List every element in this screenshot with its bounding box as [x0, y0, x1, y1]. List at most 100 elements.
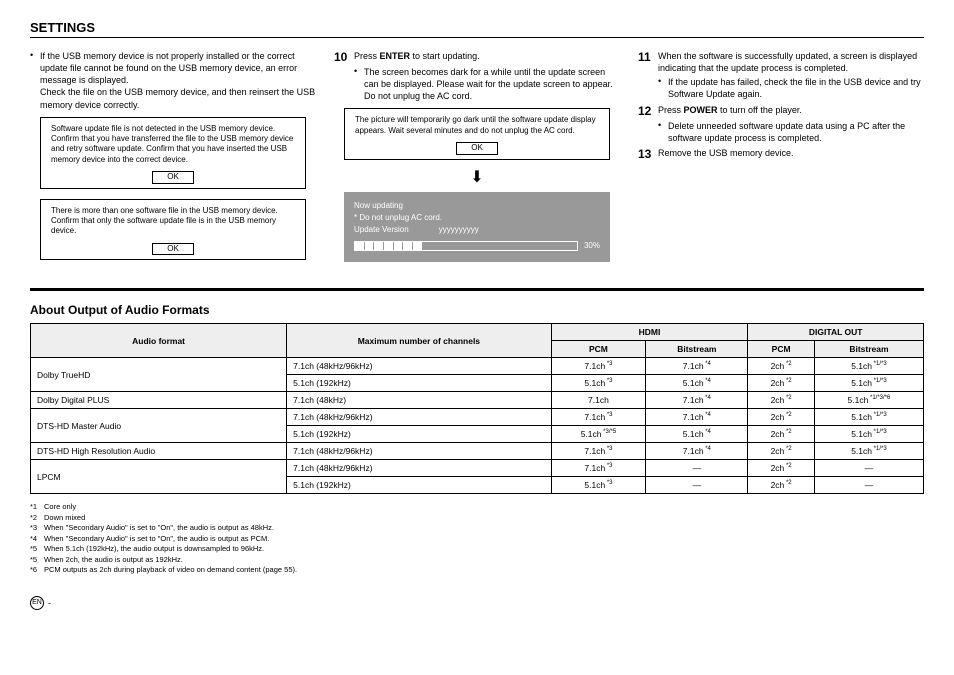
footnote: *4When "Secondary Audio" is set to "On",…	[30, 534, 924, 545]
th-pcm: PCM	[748, 341, 815, 358]
arrow-down-icon: ⬇	[334, 170, 620, 186]
table-row: LPCM7.1ch (48kHz/96kHz)7.1ch *3—2ch *2—	[31, 460, 924, 477]
audio-heading: About Output of Audio Formats	[30, 303, 924, 317]
cell: 5.1ch (192kHz)	[287, 477, 551, 494]
cell-format: Dolby TrueHD	[31, 358, 287, 392]
progress-bar	[354, 241, 578, 251]
step11-text: When the software is successfully update…	[658, 50, 924, 74]
footnote-mark: *6	[30, 565, 44, 576]
cell: 7.1ch (48kHz/96kHz)	[287, 409, 551, 426]
dialog-box-2: There is more than one software file in …	[40, 199, 306, 261]
cell: 7.1ch *4	[646, 443, 748, 460]
step10-sub-text: The screen becomes dark for a while unti…	[364, 66, 620, 102]
cell: 5.1ch *1/*3	[814, 409, 923, 426]
cell: 5.1ch *4	[646, 426, 748, 443]
cell: 5.1ch *1/*3	[814, 358, 923, 375]
bullet-icon: •	[354, 66, 364, 102]
dialog-1-text: Software update file is not detected in …	[51, 124, 295, 166]
cell: 5.1ch *1/*3	[814, 426, 923, 443]
step10-sub: • The screen becomes dark for a while un…	[334, 66, 620, 102]
cell: —	[814, 477, 923, 494]
cell-format: LPCM	[31, 460, 287, 494]
cell-format: DTS-HD Master Audio	[31, 409, 287, 443]
intro-text: If the USB memory device is not properly…	[40, 51, 297, 85]
footnote-text: When 5.1ch (192kHz), the audio output is…	[44, 544, 264, 555]
step10-b: ENTER	[380, 51, 411, 61]
cell: 5.1ch *1/*3	[814, 443, 923, 460]
cell: 7.1ch (48kHz/96kHz)	[287, 443, 551, 460]
footnote-mark: *5	[30, 555, 44, 566]
footnote-mark: *5	[30, 544, 44, 555]
footnote-text: When "Secondary Audio" is set to "On", t…	[44, 523, 274, 534]
footnote: *5When 2ch, the audio is output as 192kH…	[30, 555, 924, 566]
col-2: 10 Press ENTER to start updating. • The …	[334, 50, 620, 270]
step12-sub: • Delete unneeded software update data u…	[638, 120, 924, 144]
cell: 7.1ch *3	[551, 358, 646, 375]
dialog-box-3: The picture will temporarily go dark unt…	[344, 108, 610, 159]
dialog-3-text: The picture will temporarily go dark unt…	[355, 115, 599, 136]
step-12: 12 Press POWER to turn off the player.	[638, 104, 924, 118]
footnotes: *1Core only*2Down mixed*3When "Secondary…	[30, 502, 924, 576]
th-audio: Audio format	[31, 324, 287, 358]
footnote: *1Core only	[30, 502, 924, 513]
footnote-text: Core only	[44, 502, 76, 513]
footnote: *5When 5.1ch (192kHz), the audio output …	[30, 544, 924, 555]
update-panel: Now updating * Do not unplug AC cord. Up…	[344, 192, 610, 262]
th-bit: Bitstream	[814, 341, 923, 358]
cell: 5.1ch *1/*3	[814, 375, 923, 392]
cell: 5.1ch (192kHz)	[287, 426, 551, 443]
footnote: *2Down mixed	[30, 513, 924, 524]
cell: 2ch *2	[748, 460, 815, 477]
cell-format: DTS-HD High Resolution Audio	[31, 443, 287, 460]
ok-button[interactable]: OK	[152, 171, 194, 183]
progress-pct: 30%	[584, 240, 600, 252]
page-dash: -	[48, 598, 51, 608]
cell: 2ch *2	[748, 409, 815, 426]
footnote-mark: *4	[30, 534, 44, 545]
columns: • If the USB memory device is not proper…	[30, 50, 924, 270]
cell: 5.1ch *3	[551, 375, 646, 392]
dialog-box-1: Software update file is not detected in …	[40, 117, 306, 189]
cell: 7.1ch *3	[551, 443, 646, 460]
cell: 5.1ch (192kHz)	[287, 375, 551, 392]
cell: 5.1ch *3/*5	[551, 426, 646, 443]
ok-button[interactable]: OK	[152, 243, 194, 255]
cell: 7.1ch *4	[646, 392, 748, 409]
cell: 2ch *2	[748, 443, 815, 460]
step-number: 13	[638, 147, 658, 161]
footnote-text: PCM outputs as 2ch during playback of vi…	[44, 565, 297, 576]
step-number: 12	[638, 104, 658, 118]
th-hdmi: HDMI	[551, 324, 748, 341]
lang-icon: EN	[30, 596, 44, 610]
bullet-icon: •	[658, 76, 668, 100]
cell: 7.1ch *4	[646, 409, 748, 426]
cell: 2ch *2	[748, 477, 815, 494]
progress-fill	[355, 242, 422, 250]
page-title: SETTINGS	[30, 20, 924, 35]
update-version-value: yyyyyyyyyy	[439, 224, 479, 236]
update-line1: Now updating	[354, 200, 600, 212]
step12-a: Press	[658, 105, 684, 115]
step-number: 10	[334, 50, 354, 64]
table-row: DTS-HD High Resolution Audio7.1ch (48kHz…	[31, 443, 924, 460]
cell: 7.1ch (48kHz)	[287, 392, 551, 409]
step-13: 13 Remove the USB memory device.	[638, 147, 924, 161]
cell: 2ch *2	[748, 392, 815, 409]
footnote-mark: *3	[30, 523, 44, 534]
th-pcm: PCM	[551, 341, 646, 358]
footnote-mark: *1	[30, 502, 44, 513]
table-row: Dolby Digital PLUS7.1ch (48kHz)7.1ch7.1c…	[31, 392, 924, 409]
title-underline	[30, 37, 924, 38]
page-footer: EN -	[30, 596, 924, 610]
step10-a: Press	[354, 51, 380, 61]
cell: 7.1ch	[551, 392, 646, 409]
cell: —	[646, 477, 748, 494]
cell: —	[814, 460, 923, 477]
step-10: 10 Press ENTER to start updating.	[334, 50, 620, 64]
th-digital: DIGITAL OUT	[748, 324, 924, 341]
ok-button[interactable]: OK	[456, 142, 498, 154]
footnote-text: When 2ch, the audio is output as 192kHz.	[44, 555, 183, 566]
cell-format: Dolby Digital PLUS	[31, 392, 287, 409]
step13-text: Remove the USB memory device.	[658, 147, 924, 159]
cell: 7.1ch (48kHz/96kHz)	[287, 460, 551, 477]
